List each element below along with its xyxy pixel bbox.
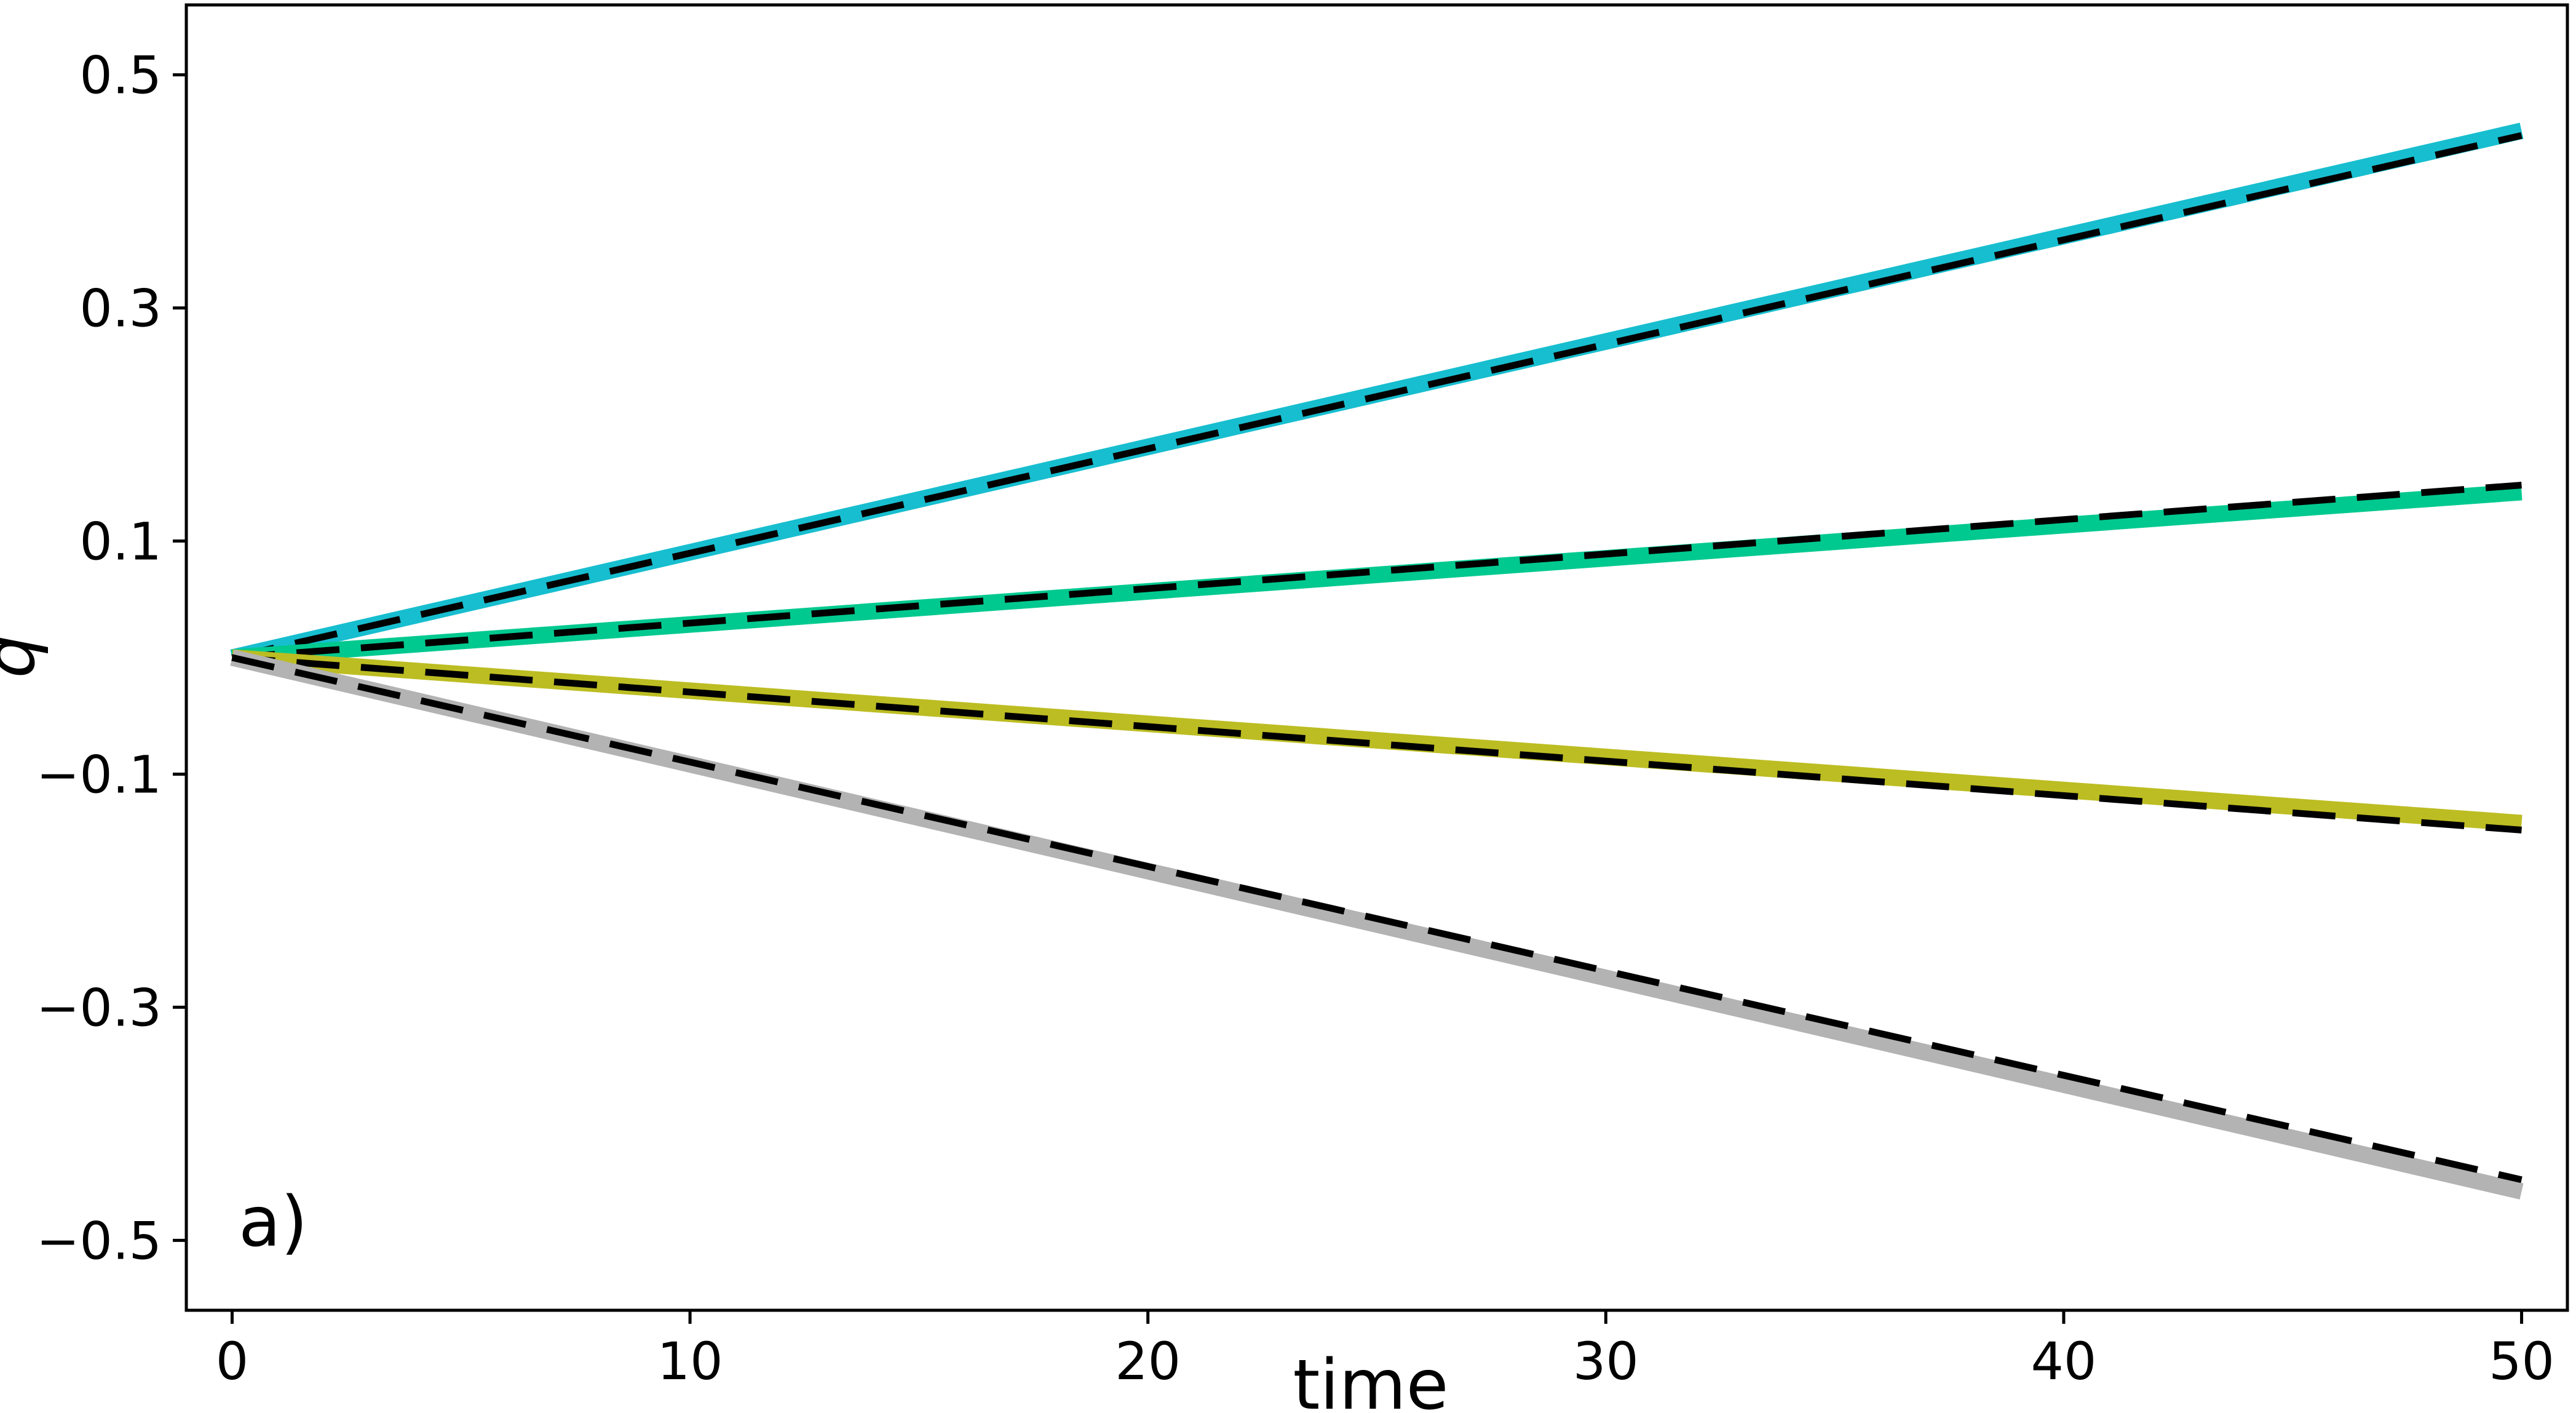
- series-line-7-dashed: [231, 654, 2522, 1184]
- x-tick-label: 50: [2489, 1331, 2554, 1391]
- series-line-2: [231, 484, 2522, 666]
- y-axis: 0.5 0.3 0.1 −0.1 −0.3 −0.5: [36, 46, 186, 1271]
- x-axis: 0 10 20 30 40 50: [216, 1310, 2554, 1391]
- series-line-5-dashed: [232, 654, 2522, 834]
- series-layer: [230, 122, 2524, 1200]
- series-line-4: [231, 649, 2522, 832]
- y-tick-label: 0.5: [79, 46, 162, 106]
- y-tick-label: −0.5: [36, 1211, 162, 1271]
- x-tick-label: 20: [1115, 1331, 1181, 1391]
- plot-frame: [184, 3, 2569, 1312]
- x-tick-label: 10: [657, 1331, 723, 1391]
- x-axis-label: time: [1293, 1345, 1448, 1413]
- y-tick-label: 0.3: [79, 279, 162, 339]
- y-axis-label: q: [0, 634, 50, 678]
- y-tick-label: −0.3: [36, 977, 162, 1038]
- panel-label: a): [239, 1182, 307, 1262]
- x-tick-label: 30: [1573, 1331, 1639, 1391]
- y-tick-label: 0.1: [79, 512, 162, 572]
- series-line-1-dashed: [231, 132, 2522, 661]
- y-tick-label: −0.1: [36, 744, 162, 805]
- x-tick-label: 0: [216, 1331, 248, 1391]
- series-line-3-dashed: [232, 482, 2522, 661]
- x-tick-label: 40: [2031, 1331, 2096, 1391]
